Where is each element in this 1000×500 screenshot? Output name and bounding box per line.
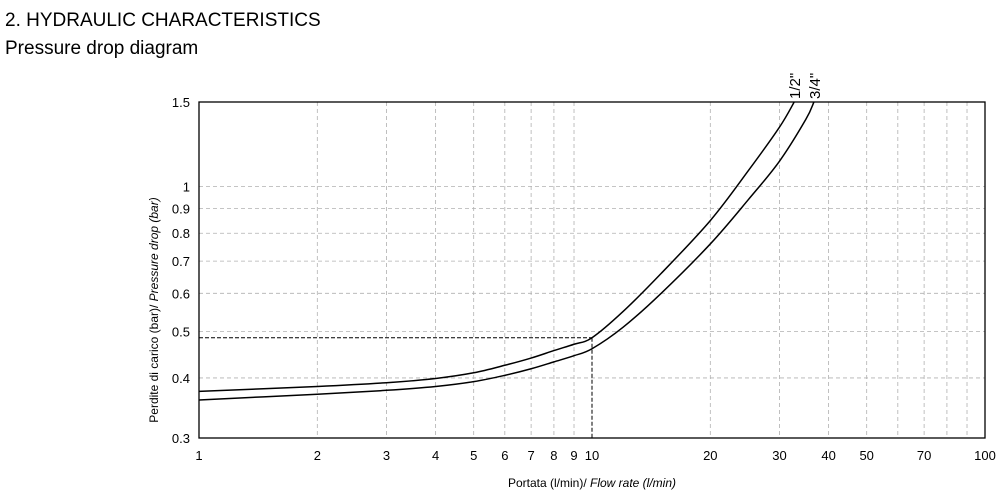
y-tick-label: 0.7: [172, 254, 190, 269]
x-tick-label: 8: [550, 448, 557, 463]
series-line-half-inch: [198, 101, 795, 393]
x-tick-label: 5: [470, 448, 477, 463]
x-tick-label: 20: [703, 448, 717, 463]
y-tick-label: 0.4: [172, 371, 190, 386]
x-axis-title-plain: Portata (l/min)/: [508, 476, 587, 490]
series-line-three-quarter-inch: [198, 101, 815, 401]
series-lines: [198, 101, 815, 401]
series-label: 1/2": [787, 73, 804, 99]
x-tick-label: 40: [821, 448, 835, 463]
x-tick-label: 7: [528, 448, 535, 463]
x-tick-label: 50: [859, 448, 873, 463]
y-tick-label: 1.5: [172, 95, 190, 110]
section-heading: 2. HYDRAULIC CHARACTERISTICS: [5, 10, 321, 31]
x-tick-labels: 1 2 3 4 5 6 7 8 9 10 20 30 40 50 70 100: [195, 448, 995, 463]
series-labels: 1/2" 3/4": [787, 73, 824, 99]
x-tick-label: 1: [195, 448, 202, 463]
y-tick-label: 1: [183, 180, 190, 195]
x-tick-label: 9: [570, 448, 577, 463]
series-label: 3/4": [807, 73, 824, 99]
x-tick-label: 70: [917, 448, 931, 463]
plot-frame: [198, 101, 986, 439]
x-tick-label: 4: [432, 448, 439, 463]
x-tick-label: 10: [585, 448, 599, 463]
y-tick-label: 0.6: [172, 286, 190, 301]
x-tick-label: 100: [974, 448, 996, 463]
x-axis-title: Portata (l/min)/ Flow rate (l/min): [508, 476, 676, 490]
y-tick-labels: 0.3 0.4 0.5 0.6 0.7 0.8 0.9 1 1.5: [172, 95, 190, 446]
y-tick-label: 0.8: [172, 226, 190, 241]
y-axis-title-italic-text: Pressure drop (bar): [147, 197, 161, 301]
y-tick-label: 0.5: [172, 324, 190, 339]
diagram-subheading: Pressure drop diagram: [5, 38, 199, 59]
y-axis-title: Perdite di carico (bar)/ Pressure drop (…: [147, 197, 161, 422]
y-tick-label: 0.3: [172, 431, 190, 446]
reference-lines: [199, 337, 593, 438]
x-axis-title-italic-text: Flow rate (l/min): [590, 476, 676, 490]
x-tick-label: 30: [772, 448, 786, 463]
x-tick-label: 6: [501, 448, 508, 463]
x-tick-label: 3: [383, 448, 390, 463]
y-axis-title-plain: Perdite di carico (bar)/: [147, 304, 161, 423]
x-tick-label: 2: [314, 448, 321, 463]
y-tick-label: 0.9: [172, 202, 190, 217]
